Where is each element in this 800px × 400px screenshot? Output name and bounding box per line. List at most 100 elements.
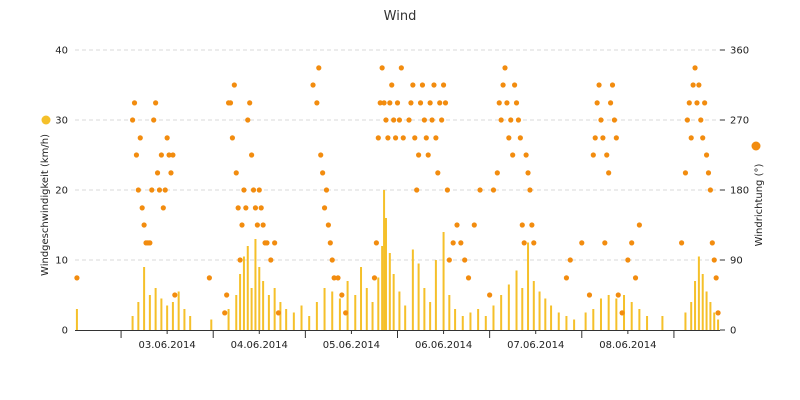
speed-bar (177, 291, 180, 330)
speed-bar (434, 260, 437, 330)
direction-point (607, 100, 614, 106)
direction-point (391, 117, 397, 123)
speed-bar (684, 312, 687, 330)
direction-point (496, 100, 502, 106)
speed-bar (331, 291, 334, 330)
y-right-title: Windrichtung (°) (754, 164, 765, 247)
direction-point (408, 100, 414, 106)
y-right-tick-label: 180 (730, 186, 749, 197)
speed-bar (183, 309, 186, 330)
speed-bar (411, 249, 414, 330)
speed-bar (75, 309, 78, 330)
direction-point (239, 222, 245, 228)
direction-point (446, 257, 452, 263)
speed-bar (381, 246, 384, 330)
y-left-tick-label: 20 (55, 186, 68, 197)
speed-bar (573, 319, 576, 330)
speed-bar (323, 288, 326, 330)
speed-bar (630, 302, 633, 330)
direction-point (400, 135, 406, 141)
speed-bar (697, 256, 700, 330)
speed-bar (461, 316, 464, 330)
direction-point (490, 187, 497, 193)
direction-point (149, 187, 155, 193)
direction-point (686, 100, 692, 106)
direction-point (151, 117, 157, 123)
direction-point (619, 310, 625, 316)
direction-point (439, 117, 445, 123)
direction-point (529, 222, 535, 228)
direction-point (247, 100, 253, 106)
y-left-tick-label: 30 (55, 116, 68, 127)
direction-point (487, 292, 493, 298)
direction-point (636, 222, 642, 228)
direction-point (611, 117, 618, 123)
direction-point (398, 65, 404, 71)
direction-point (381, 100, 387, 106)
direction-point (421, 117, 427, 123)
speed-bar (166, 305, 169, 330)
direction-point (498, 117, 504, 123)
direction-point (231, 82, 237, 88)
direction-point (235, 205, 241, 211)
speed-bar (346, 281, 349, 330)
speed-bar (484, 316, 487, 330)
direction-point (321, 205, 328, 211)
speed-bar (227, 309, 230, 330)
direction-point (613, 135, 619, 141)
speed-bar (592, 309, 595, 330)
speed-bar (599, 298, 602, 330)
direction-point (579, 240, 585, 246)
direction-point (454, 222, 460, 228)
direction-point (162, 187, 168, 193)
speed-bar (532, 281, 535, 330)
chart-title: Wind (384, 9, 417, 24)
direction-point (504, 100, 510, 106)
direction-point (406, 117, 412, 123)
direction-point (133, 152, 140, 158)
direction-point (131, 100, 138, 106)
y-left-title: Windgeschwindigkeit (km/h) (40, 134, 51, 276)
direction-point (158, 152, 164, 158)
direction-point (527, 187, 533, 193)
direction-point (523, 152, 529, 158)
speed-bar (423, 288, 426, 330)
direction-point (135, 187, 141, 193)
direction-point (506, 135, 512, 141)
speed-bar (254, 239, 257, 330)
direction-point (310, 82, 316, 88)
direction-point (222, 310, 228, 316)
x-tick-label: 06.06.2014 (415, 340, 472, 351)
direction-point (625, 257, 631, 263)
speed-bar (131, 316, 134, 330)
direction-point (318, 152, 324, 158)
speed-bar (148, 295, 151, 330)
direction-point (679, 240, 685, 246)
direction-point (427, 100, 433, 106)
direction-point (707, 187, 714, 193)
speed-bar (404, 305, 407, 330)
direction-point (592, 135, 598, 141)
direction-point (371, 275, 378, 281)
speed-bar (210, 319, 213, 330)
direction-point (264, 240, 270, 246)
direction-point (385, 135, 391, 141)
direction-point (256, 187, 262, 193)
speed-bar (398, 291, 401, 330)
direction-point (416, 152, 422, 158)
speed-bar (638, 309, 641, 330)
speed-bar (417, 263, 420, 330)
speed-bar (160, 298, 163, 330)
direction-point (442, 100, 449, 106)
y-right-tick-label: 360 (730, 46, 749, 57)
direction-point (606, 170, 612, 176)
direction-point (609, 82, 616, 88)
direction-point (692, 65, 698, 71)
direction-point (316, 65, 322, 71)
direction-point (462, 257, 468, 263)
speed-bar (273, 288, 276, 330)
direction-point (433, 135, 439, 141)
direction-point (703, 152, 710, 158)
speed-bar (246, 246, 249, 330)
direction-point (444, 187, 451, 193)
